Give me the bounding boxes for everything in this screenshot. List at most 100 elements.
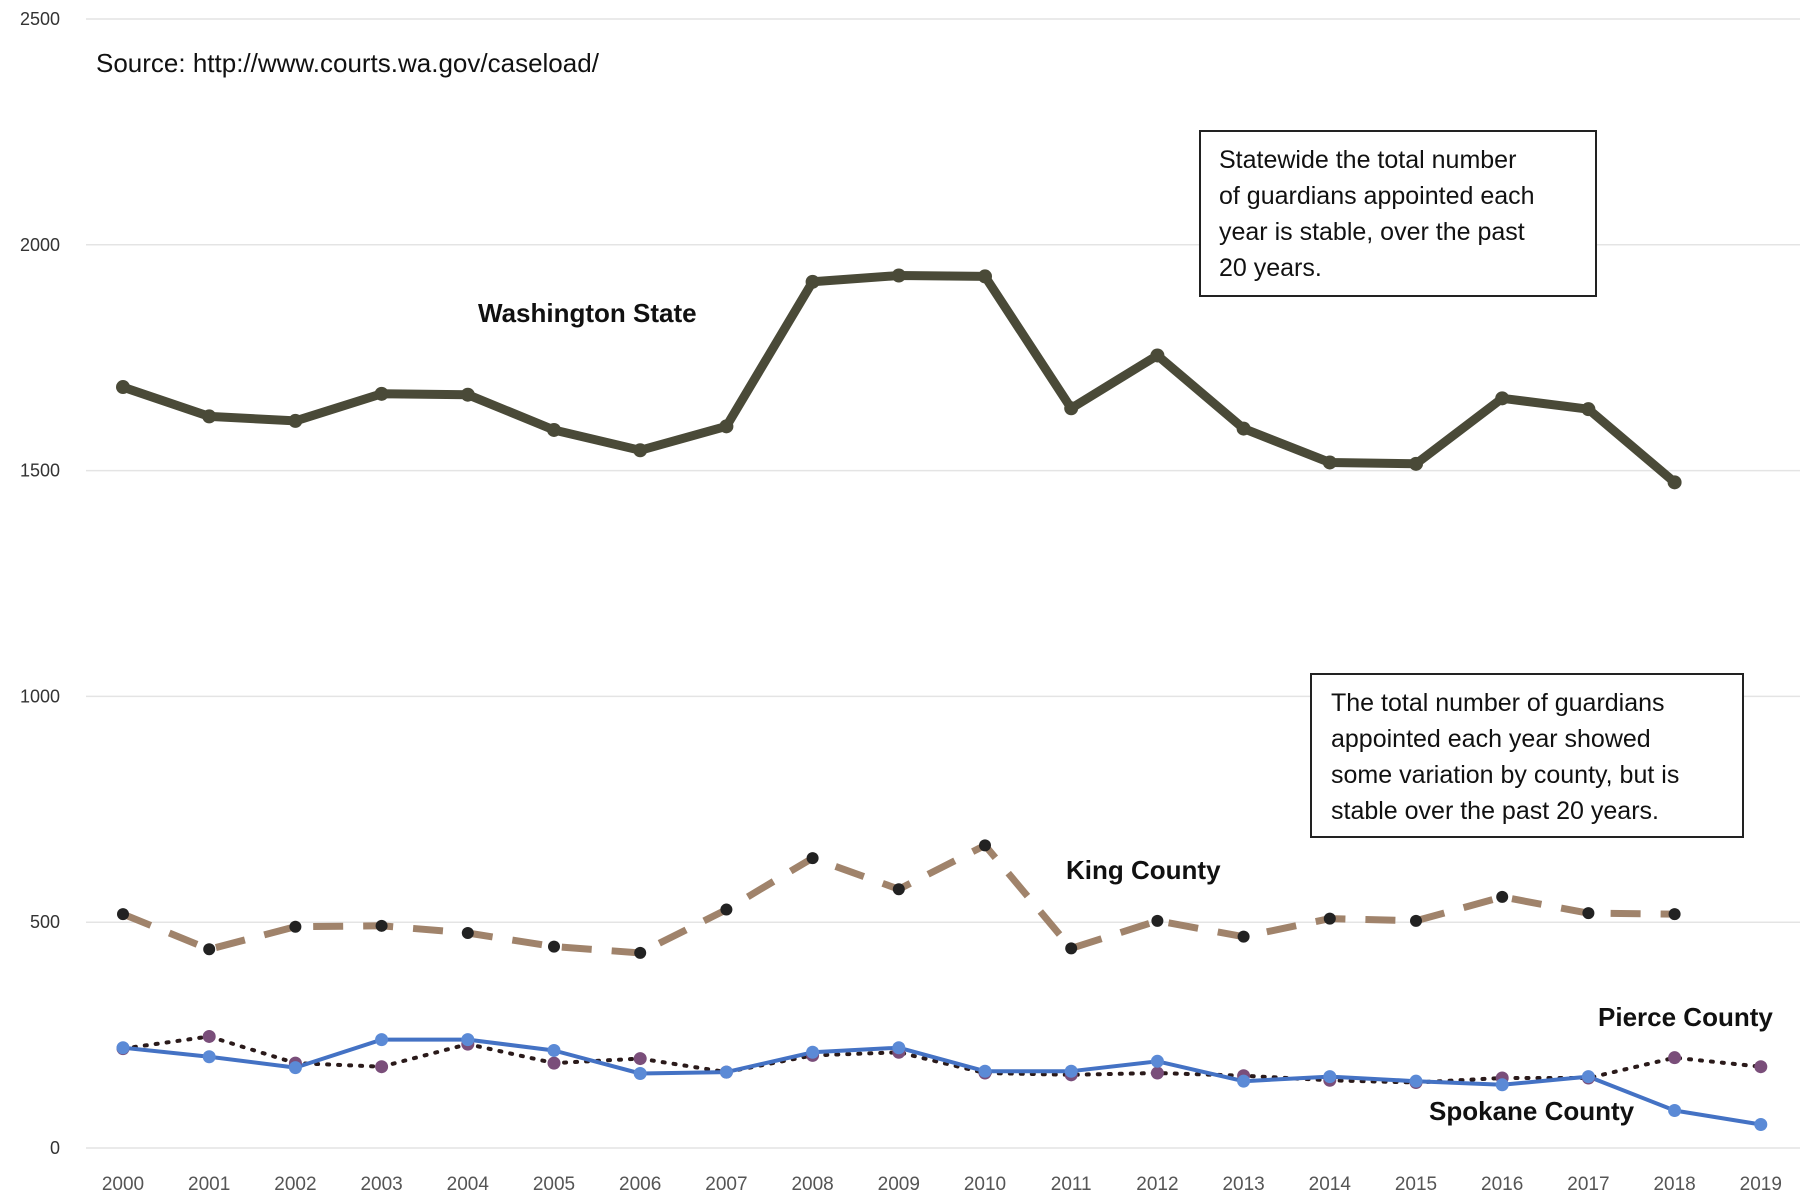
gridlines	[86, 18, 1800, 1149]
data-point-spokane-county	[1495, 1078, 1509, 1092]
data-point-pierce-county	[375, 1060, 389, 1074]
data-point-king-county	[289, 920, 302, 933]
statewide-note-box: Statewide the total number of guardians …	[1199, 130, 1597, 297]
label-spokane-county: Spokane County	[1429, 1096, 1635, 1126]
x-tick-label: 2015	[1395, 1174, 1437, 1194]
data-point-king-county	[1582, 907, 1595, 920]
data-point-washington-state	[1322, 455, 1337, 470]
data-point-pierce-county	[202, 1029, 216, 1043]
county-note-box: The total number of guardians appointed …	[1310, 673, 1744, 838]
data-point-spokane-county	[1581, 1070, 1595, 1084]
data-point-washington-state	[288, 413, 303, 428]
y-tick-label: 0	[50, 1138, 60, 1158]
data-point-spokane-county	[1064, 1064, 1078, 1078]
label-washington-state: Washington State	[478, 298, 697, 328]
series-line-pierce-county	[121, 1034, 1763, 1085]
statewide-note-line-1: Statewide the total number	[1219, 146, 1516, 174]
data-point-king-county	[634, 946, 647, 959]
series-line-spokane-county	[121, 1037, 1763, 1127]
data-point-king-county	[1496, 890, 1509, 903]
x-tick-label: 2017	[1567, 1174, 1609, 1194]
series-markers	[116, 268, 1768, 1132]
x-tick-label: 2000	[102, 1174, 144, 1194]
x-tick-label: 2001	[188, 1174, 230, 1194]
data-point-washington-state	[547, 422, 561, 437]
data-point-spokane-county	[1409, 1074, 1423, 1088]
data-point-king-county	[1323, 912, 1336, 925]
data-point-pierce-county	[547, 1056, 561, 1070]
x-tick-label: 2018	[1653, 1174, 1695, 1194]
data-point-washington-state	[460, 387, 475, 402]
y-tick-label: 500	[30, 912, 60, 932]
x-tick-label: 2002	[274, 1174, 316, 1194]
x-tick-label: 2010	[964, 1174, 1006, 1194]
data-point-washington-state	[1409, 456, 1423, 471]
data-point-spokane-county	[1237, 1074, 1251, 1088]
data-point-washington-state	[1150, 348, 1165, 363]
data-point-washington-state	[1581, 402, 1596, 417]
data-point-washington-state	[116, 380, 130, 395]
data-point-spokane-county	[547, 1043, 561, 1057]
x-tick-label: 2003	[360, 1174, 402, 1194]
data-point-pierce-county	[1150, 1066, 1164, 1080]
data-point-washington-state	[805, 274, 820, 289]
series-line-washington-state	[118, 271, 1680, 487]
data-point-washington-state	[1495, 391, 1510, 406]
data-point-washington-state	[633, 443, 648, 458]
data-point-spokane-county	[806, 1045, 820, 1059]
statewide-note-line-2: of guardians appointed each	[1219, 182, 1535, 210]
data-point-spokane-county	[116, 1041, 130, 1055]
data-point-king-county	[979, 839, 991, 852]
data-point-king-county	[203, 943, 216, 956]
x-axis-ticks: 2000 2001 2002 2003 2004 2005 2006 2007 2008 2009…	[102, 1174, 1782, 1195]
data-point-king-county	[720, 903, 733, 916]
data-point-pierce-county	[633, 1052, 647, 1066]
x-tick-label: 2016	[1481, 1174, 1523, 1194]
data-point-king-county	[117, 908, 129, 921]
y-tick-label: 1000	[20, 686, 60, 706]
series-line-king-county	[121, 841, 1675, 957]
data-point-washington-state	[202, 409, 217, 424]
data-point-washington-state	[1667, 475, 1682, 490]
data-point-king-county	[1410, 914, 1422, 927]
x-tick-label: 2008	[791, 1174, 833, 1194]
county-note-line-3: some variation by county, but is	[1331, 761, 1679, 789]
data-point-king-county	[1151, 914, 1164, 927]
data-point-spokane-county	[202, 1050, 216, 1064]
x-tick-label: 2014	[1309, 1174, 1352, 1194]
x-tick-label: 2006	[619, 1174, 661, 1194]
x-tick-label: 2009	[878, 1174, 920, 1194]
data-point-king-county	[548, 940, 560, 953]
county-note-line-4: stable over the past 20 years.	[1331, 797, 1659, 825]
x-tick-label: 2005	[533, 1174, 575, 1194]
y-tick-label: 1500	[20, 461, 60, 481]
county-note-line-1: The total number of guardians	[1331, 689, 1665, 717]
data-point-king-county	[806, 852, 819, 865]
statewide-note-line-3: year is stable, over the past	[1219, 218, 1525, 246]
data-point-washington-state	[891, 268, 906, 283]
y-tick-label: 2500	[20, 9, 60, 29]
data-point-washington-state	[374, 386, 389, 401]
y-axis-ticks: 0 500 1000 1500 2000 2500	[20, 9, 60, 1158]
data-point-washington-state	[978, 269, 992, 284]
data-point-pierce-county	[1668, 1051, 1682, 1065]
data-point-king-county	[461, 927, 474, 940]
x-tick-label: 2004	[447, 1174, 490, 1194]
data-point-spokane-county	[288, 1061, 302, 1075]
statewide-note-line-4: 20 years.	[1219, 254, 1322, 282]
x-tick-label: 2012	[1136, 1174, 1178, 1194]
data-point-washington-state	[1064, 401, 1079, 416]
data-point-washington-state	[1236, 421, 1251, 436]
data-point-king-county	[1237, 930, 1250, 943]
x-tick-label: 2007	[705, 1174, 747, 1194]
data-point-pierce-county	[1754, 1060, 1768, 1074]
data-point-spokane-county	[1754, 1118, 1768, 1132]
data-point-spokane-county	[461, 1033, 475, 1047]
y-tick-label: 2000	[20, 235, 60, 255]
data-point-spokane-county	[375, 1033, 389, 1047]
data-point-king-county	[1668, 908, 1681, 921]
x-tick-label: 2011	[1051, 1174, 1092, 1194]
data-point-spokane-county	[1150, 1054, 1164, 1068]
